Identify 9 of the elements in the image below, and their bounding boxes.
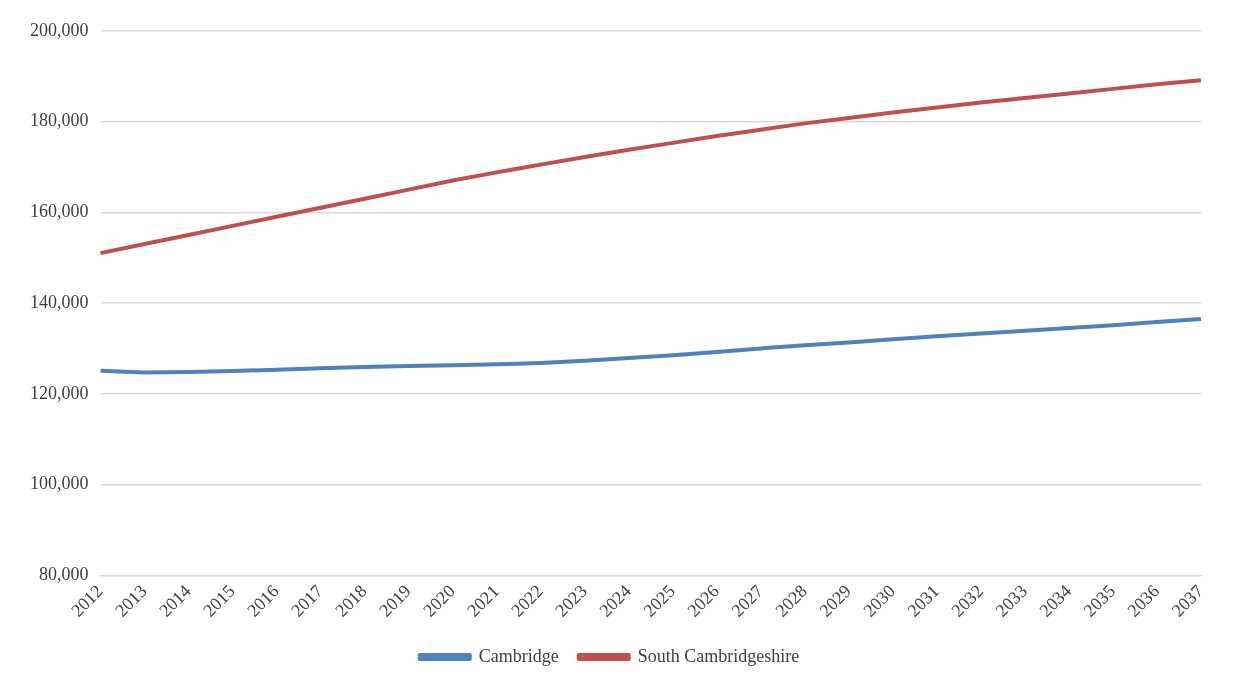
y-tick-label: 160,000 [30, 201, 89, 222]
legend-label: Cambridge [478, 645, 559, 666]
y-tick-label: 120,000 [30, 382, 89, 403]
legend-label: South Cambridgeshire [637, 645, 800, 666]
y-tick-label: 140,000 [30, 291, 89, 312]
y-tick-label: 100,000 [30, 473, 89, 494]
y-tick-label: 80,000 [39, 564, 89, 585]
y-tick-label: 180,000 [30, 110, 89, 131]
y-tick-label: 200,000 [30, 19, 89, 40]
